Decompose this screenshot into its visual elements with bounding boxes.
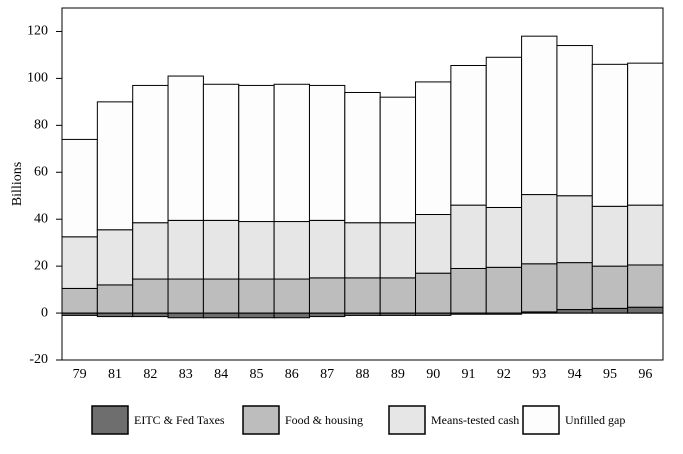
bar-segment	[485, 56, 523, 208]
bar-segment	[238, 312, 275, 319]
bar-segment	[273, 278, 310, 314]
x-tick-label: 83	[179, 367, 193, 382]
y-tick-label: -20	[29, 352, 48, 367]
legend-label: EITC & Fed Taxes	[134, 413, 225, 427]
bar-segment	[485, 206, 523, 268]
x-tick-label: 84	[214, 367, 228, 382]
bar-segment	[273, 83, 310, 223]
bar-segment	[379, 222, 417, 279]
bar-segment	[450, 64, 487, 206]
bar-segment	[96, 101, 134, 231]
x-tick-label: 85	[249, 367, 263, 382]
bar-segment	[308, 219, 346, 279]
bar-segment	[308, 277, 346, 314]
bar-segment	[344, 277, 381, 314]
bar-segment	[450, 267, 487, 314]
bar-segment	[167, 75, 204, 221]
y-tick-label: 60	[34, 164, 48, 179]
bar-segment	[273, 312, 310, 319]
legend-label: Food & housing	[285, 413, 363, 427]
x-tick-label: 93	[532, 367, 546, 382]
legend-swatch	[242, 405, 280, 435]
bar-segment	[591, 265, 629, 309]
x-tick-label: 88	[356, 367, 370, 382]
bar-segment	[591, 307, 629, 314]
bar-segment	[308, 84, 346, 221]
bar-segment	[521, 263, 558, 313]
x-tick-label: 94	[568, 367, 582, 382]
bar-segment	[450, 204, 487, 269]
bar-segment	[521, 35, 558, 196]
bar-segment	[591, 205, 629, 267]
bar-segment	[415, 81, 452, 216]
bar-segment	[167, 312, 204, 319]
bar-segment	[627, 306, 664, 314]
bar-segment	[344, 222, 381, 279]
x-tick-label: 91	[462, 367, 476, 382]
bar-segment	[627, 264, 664, 308]
bar-segment	[132, 278, 169, 314]
bar-segment	[521, 194, 558, 265]
legend-label: Unfilled gap	[565, 413, 625, 427]
bar-segment	[308, 312, 346, 318]
x-tick-label: 87	[320, 367, 334, 382]
y-tick-label: 20	[34, 258, 48, 273]
y-axis-label: Billions	[10, 162, 25, 206]
legend-swatch	[388, 405, 426, 435]
bar-segment	[379, 96, 417, 224]
bar-segment	[202, 278, 240, 314]
x-tick-label: 92	[497, 367, 511, 382]
bar-segment	[61, 287, 98, 314]
bar-segment	[627, 62, 664, 206]
bar-segment	[485, 266, 523, 314]
x-tick-label: 81	[108, 367, 122, 382]
bar-segment	[379, 277, 417, 314]
bar-segment	[61, 236, 98, 289]
legend-swatch	[91, 405, 129, 435]
bar-segment	[167, 219, 204, 280]
bar-segment	[627, 204, 664, 266]
bar-segment	[344, 91, 381, 224]
bar-segment	[273, 221, 310, 280]
plot-frame	[61, 7, 664, 361]
x-tick-label: 96	[638, 367, 652, 382]
y-tick-label: 100	[27, 71, 48, 86]
legend-label: Means-tested cash	[431, 413, 519, 427]
y-tick-label: 120	[27, 24, 48, 39]
y-tick-label: 80	[34, 118, 48, 133]
bar-segment	[132, 312, 169, 318]
x-tick-label: 79	[73, 367, 87, 382]
bar-segment	[202, 312, 240, 319]
bar-segment	[556, 195, 593, 264]
bar-segment	[202, 219, 240, 280]
y-tick-label: 40	[34, 211, 48, 226]
bar-segment	[556, 45, 593, 197]
bar-segment	[415, 214, 452, 274]
bar-segment	[96, 229, 134, 286]
bar-segment	[132, 222, 169, 280]
bar-segment	[96, 284, 134, 314]
bar-segment	[167, 278, 204, 314]
bar-segment	[132, 84, 169, 224]
bar-segment	[202, 83, 240, 221]
x-tick-label: 95	[603, 367, 617, 382]
x-tick-label: 82	[143, 367, 157, 382]
bar-segment	[238, 278, 275, 314]
bar-segment	[556, 262, 593, 311]
bar-segment	[61, 138, 98, 238]
bar-segment	[238, 84, 275, 223]
bar-segment	[238, 221, 275, 280]
bar-segment	[96, 312, 134, 318]
bar-segment	[591, 63, 629, 207]
bar-segment	[415, 272, 452, 314]
x-tick-label: 90	[426, 367, 440, 382]
x-tick-label: 86	[285, 367, 299, 382]
x-tick-label: 89	[391, 367, 405, 382]
bar-segment	[556, 309, 593, 314]
legend-swatch	[522, 405, 560, 435]
y-tick-label: 0	[41, 305, 48, 320]
